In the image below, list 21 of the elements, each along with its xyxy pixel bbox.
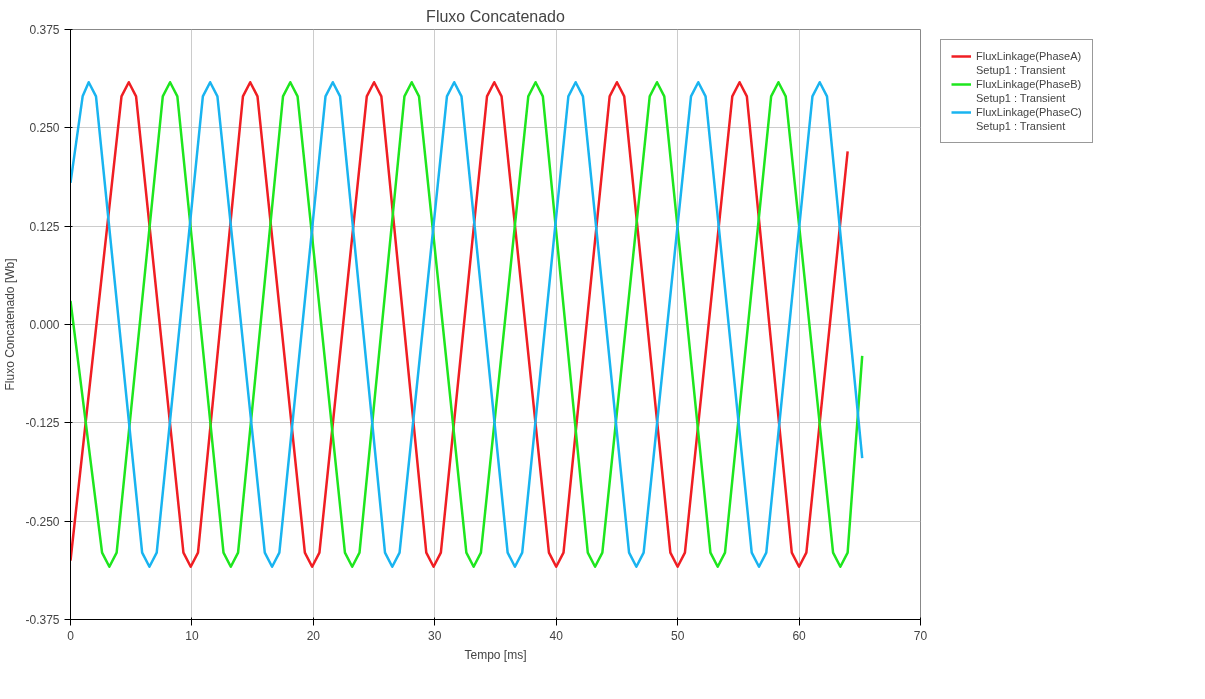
y-tick-label: 0.125 — [29, 219, 60, 234]
y-tick-label: -0.250 — [25, 514, 60, 529]
y-tick-label: 0.375 — [29, 23, 60, 37]
x-axis-title: Tempo [ms] — [464, 647, 527, 662]
x-tick-label: 30 — [428, 628, 442, 643]
x-tick-label: 0 — [67, 628, 75, 643]
x-tick-label: 60 — [792, 628, 807, 643]
y-tick-label: 0.000 — [29, 318, 60, 332]
y-tick-label: -0.125 — [25, 416, 60, 431]
legend-label: FluxLinkage(PhaseC) Setup1 : Transient — [976, 106, 1082, 132]
x-tick-label: 70 — [913, 628, 928, 643]
x-tick-label: 10 — [185, 628, 199, 643]
chart-title: Fluxo Concatenado — [426, 7, 565, 25]
x-tick-label: 40 — [549, 628, 564, 643]
legend-label: FluxLinkage(PhaseA) Setup1 : Transient — [976, 50, 1082, 76]
y-tick-label: 0.250 — [29, 121, 60, 136]
y-tick-label: -0.375 — [25, 613, 60, 627]
legend-label: FluxLinkage(PhaseB) Setup1 : Transient — [976, 78, 1082, 104]
y-axis-title: Fluxo Concatenado [Wb] — [3, 258, 18, 391]
x-tick-label: 20 — [306, 628, 321, 643]
x-tick-label: 50 — [670, 628, 685, 643]
